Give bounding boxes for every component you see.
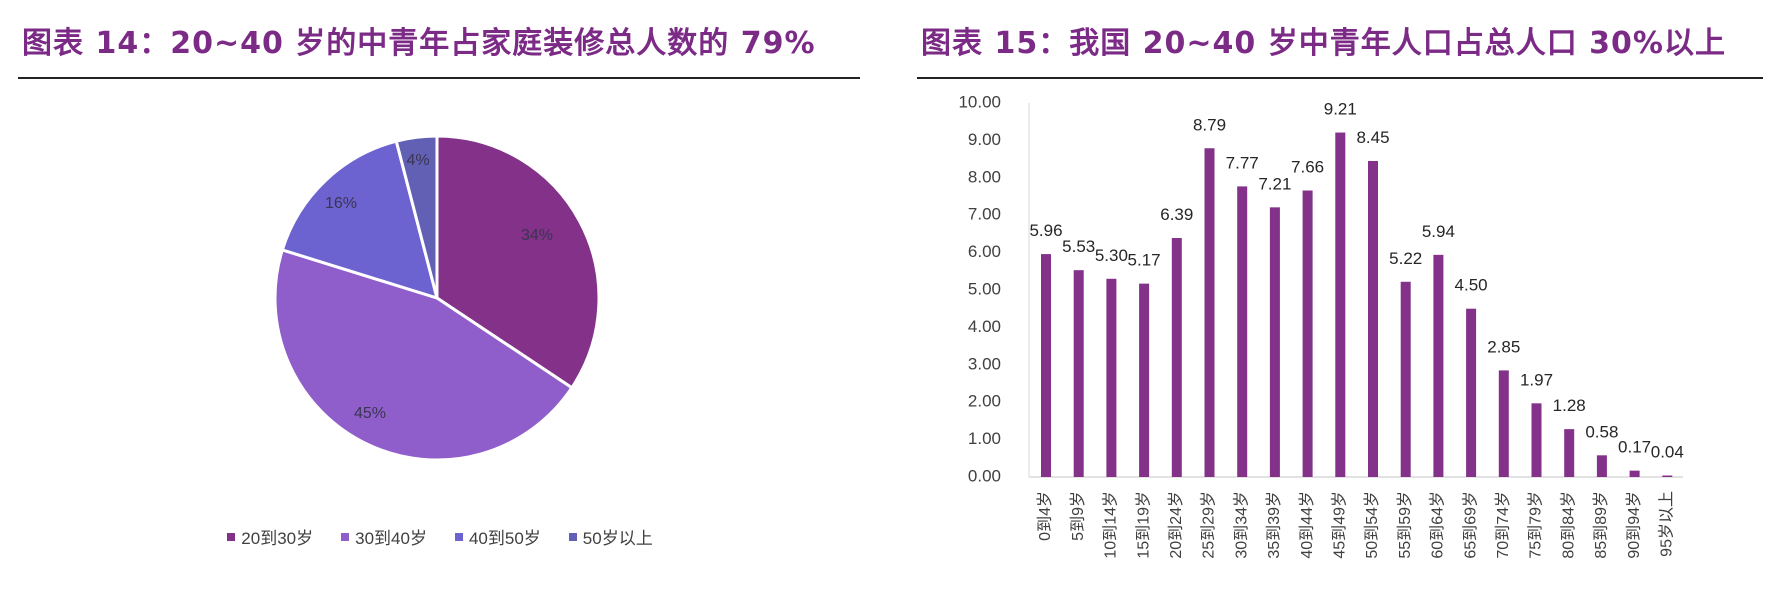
bar-value-label: 1.97: [1520, 370, 1553, 389]
legend-swatch-icon: [341, 532, 350, 541]
bar-value-label: 9.21: [1324, 100, 1357, 119]
title-divider: [917, 77, 1763, 79]
x-category-label: 60到64岁: [1429, 491, 1447, 559]
pie-chart: 34% 45% 16% 4%: [273, 134, 601, 462]
legend-label: 50岁以上: [582, 529, 653, 548]
x-category-label: 70到74岁: [1494, 491, 1512, 559]
pie-slice: [394, 134, 439, 299]
bar: [1302, 190, 1313, 478]
title-divider: [18, 77, 860, 79]
bar: [1368, 160, 1378, 477]
x-category-label: 40到44岁: [1298, 491, 1316, 559]
bar-value-label: 5.17: [1128, 251, 1161, 270]
y-tick-label: 0.00: [968, 466, 1001, 485]
x-category-label: 20到24岁: [1167, 491, 1185, 559]
bar-value-label: 2.85: [1487, 337, 1520, 356]
bar-value-label: 8.45: [1356, 128, 1389, 147]
bar-value-label: 0.58: [1585, 422, 1618, 441]
y-tick-label: 10.00: [958, 92, 1001, 111]
bar-value-label: 1.28: [1553, 396, 1586, 415]
x-category-label: 35到39岁: [1265, 491, 1283, 559]
bar: [1466, 308, 1477, 477]
pie-chart-panel: 图表 14：20~40 岁的中青年占家庭装修总人数的 79% 34% 45% 16%…: [0, 0, 880, 594]
legend-swatch-icon: [568, 532, 577, 541]
y-tick-label: 7.00: [968, 205, 1001, 224]
x-category-label: 65到69岁: [1461, 491, 1479, 559]
bar-value-label: 5.96: [1029, 221, 1062, 240]
x-category-label: 30到34岁: [1232, 491, 1250, 559]
legend-item: 40到50岁: [454, 524, 541, 549]
x-category-label: 50到54岁: [1363, 491, 1381, 559]
x-category-label: 15到19岁: [1134, 491, 1152, 559]
bar-value-label: 5.53: [1062, 237, 1095, 256]
bar-value-label: 7.77: [1226, 153, 1259, 172]
bar: [1106, 278, 1117, 477]
y-tick-label: 5.00: [968, 279, 1001, 298]
x-category-label: 95岁以上: [1658, 491, 1676, 557]
bar: [1269, 207, 1280, 477]
bar: [1237, 186, 1248, 478]
x-category-label: 0到4岁: [1036, 491, 1054, 541]
bar: [1662, 475, 1673, 478]
bar: [1531, 403, 1542, 477]
legend-swatch-icon: [454, 532, 463, 541]
legend-label: 20到30岁: [241, 529, 314, 548]
y-tick-label: 8.00: [968, 167, 1001, 186]
pie-slice: [280, 139, 440, 301]
bar-value-label: 5.22: [1389, 249, 1422, 268]
x-category-label: 25到29岁: [1200, 491, 1218, 559]
legend-swatch-icon: [227, 532, 236, 541]
bar-value-label: 4.50: [1455, 276, 1488, 295]
x-category-label: 55到59岁: [1396, 491, 1414, 559]
bar-value-label: 8.79: [1193, 115, 1226, 134]
bar: [1629, 470, 1640, 477]
y-tick-label: 3.00: [968, 354, 1001, 373]
legend-item: 20到30岁: [227, 524, 313, 549]
bar: [1498, 370, 1509, 477]
x-category-label: 80到84岁: [1559, 491, 1577, 559]
bar: [1204, 148, 1215, 477]
x-category-label: 45到49岁: [1331, 491, 1349, 559]
x-category-label: 10到14岁: [1102, 491, 1120, 559]
bar: [1073, 270, 1084, 477]
x-category-label: 75到79岁: [1527, 491, 1545, 559]
x-category-label: 90到94岁: [1625, 491, 1643, 559]
bar-chart: 0.00 1.00 2.00 3.00 4.00 5.00 6.00 7.00 8.00 9.00…: [958, 92, 1684, 559]
chart-title: 图表 14：20~40 岁的中青年占家庭装修总人数的 79%: [22, 26, 816, 61]
bar-value-label: 7.66: [1291, 158, 1324, 177]
bar-value-label: 0.04: [1651, 443, 1684, 462]
bar: [1596, 455, 1607, 477]
bar-value-label: 7.21: [1258, 174, 1291, 193]
y-tick-label: 9.00: [968, 130, 1001, 149]
bar-value-label: 6.39: [1160, 205, 1193, 224]
bar-value-label: 0.17: [1618, 438, 1651, 457]
legend-item: 50岁以上: [568, 524, 653, 549]
bar: [1335, 132, 1346, 477]
legend-item: 30到40岁: [341, 524, 427, 549]
bar: [1041, 254, 1051, 477]
bar: [1564, 429, 1575, 477]
pie-slice-label: 16%: [325, 195, 357, 212]
bar-chart-panel: 图表 15：我国 20~40 岁中青年人口占总人口 30%以上 0.00 1.00…: [905, 0, 1776, 594]
bar: [1139, 283, 1150, 477]
bar: [1400, 281, 1411, 477]
y-tick-label: 2.00: [968, 392, 1001, 411]
x-category-label: 5到9岁: [1069, 491, 1087, 541]
y-tick-label: 1.00: [968, 429, 1001, 448]
legend-label: 40到50岁: [468, 529, 541, 548]
x-category-label: 85到89岁: [1592, 491, 1610, 559]
legend-label: 30到40岁: [355, 529, 427, 548]
y-tick-label: 6.00: [968, 242, 1001, 261]
pie-slice: [273, 248, 574, 462]
chart-title: 图表 15：我国 20~40 岁中青年人口占总人口 30%以上: [921, 26, 1726, 61]
pie-slice-label: 45%: [354, 405, 386, 422]
bar-value-label: 5.30: [1095, 246, 1128, 265]
bar: [1433, 254, 1444, 477]
bar-value-label: 5.94: [1422, 222, 1455, 241]
pie-legend: 20到30岁 30到40岁 40到50岁 50岁以上: [0, 524, 880, 549]
pie-slice-label: 34%: [521, 227, 553, 244]
y-tick-label: 4.00: [968, 317, 1001, 336]
bar: [1171, 238, 1182, 477]
pie-slice-label: 4%: [406, 152, 429, 169]
